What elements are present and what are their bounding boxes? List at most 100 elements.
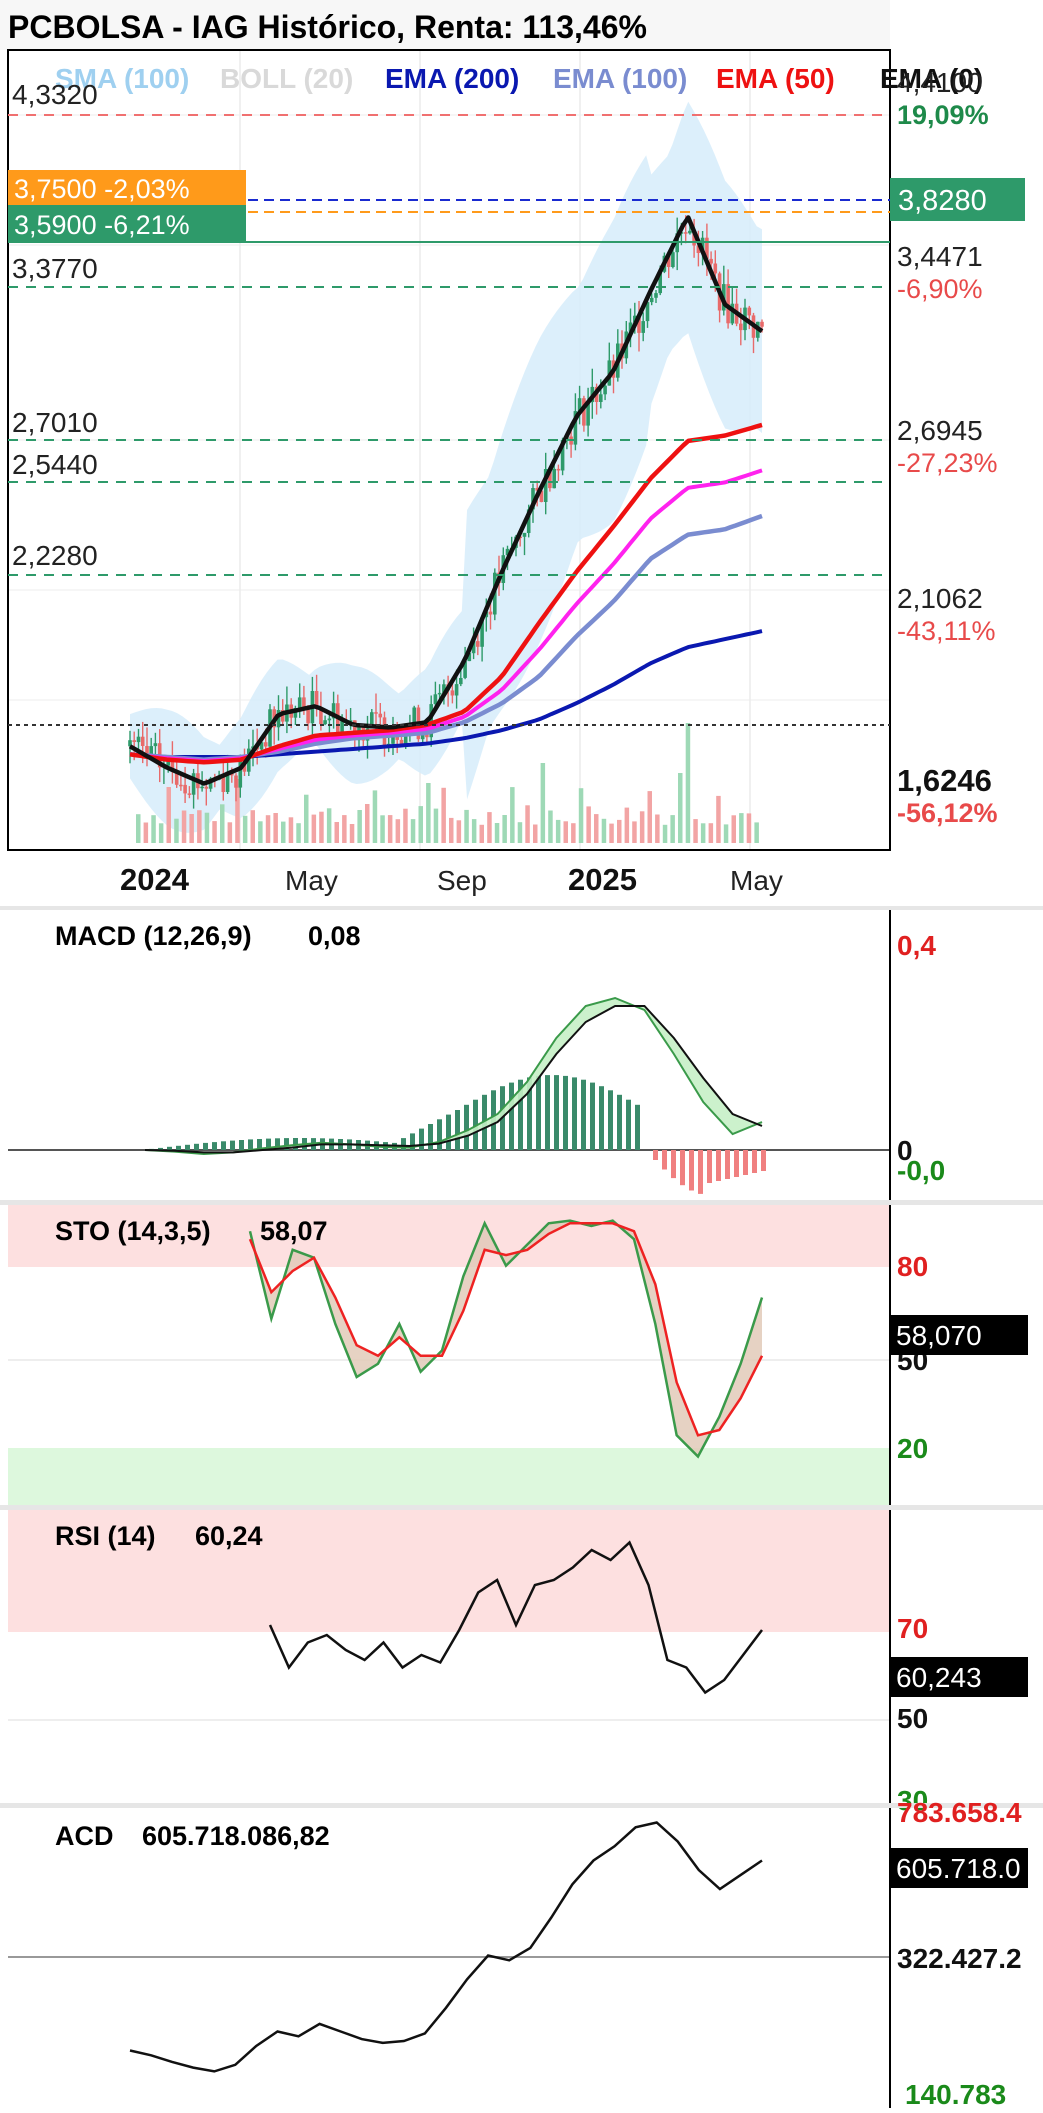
legend-item: EMA (0) [880,63,983,94]
volume-bar [403,808,408,843]
volume-bar [502,815,507,843]
left-price-labels: 4,3320 3,3770 2,7010 2,5440 2,2280 [12,79,98,571]
macd-histogram-bar [527,1077,532,1150]
volume-bar [273,813,278,843]
legend-item: SMA (100) [55,63,189,94]
candle-body [654,293,658,298]
candle-body [323,720,327,725]
volume-bar [594,814,599,843]
time-axis: 2024 May Sep 2025 May [0,862,1043,910]
macd-histogram-bar [464,1104,469,1150]
candle-body [153,743,158,747]
candle-body [480,617,484,647]
macd-histogram-bar [212,1142,217,1150]
volume-bar [372,790,378,843]
candle-body [314,691,319,709]
volume-bar [235,779,240,843]
candle-body [463,661,467,678]
volume-bar [296,823,301,843]
candle-body [200,786,204,789]
sto-axis-label: 20 [897,1433,928,1464]
right-price-pct: -56,12% [897,798,998,828]
acd-label: ACD [55,1821,114,1851]
volume-bar [311,814,317,843]
macd-histogram-bar [194,1143,199,1150]
rsi-axis-label: 50 [897,1703,928,1734]
volume-bar [349,824,355,843]
right-price-label: 2,6945 [897,415,983,446]
candle-body [641,321,645,333]
sto-value: 58,07 [260,1216,328,1246]
volume-bar [586,806,591,843]
macd-label: MACD (12,26,9) [55,921,252,951]
candle-body [633,315,637,323]
time-label: May [285,865,338,896]
macd-histogram-bar [509,1082,514,1150]
sto-k-line [248,1219,764,1459]
left-price-label: 2,2280 [12,540,98,571]
candle-body [739,323,743,331]
volume-bar [708,823,714,843]
volume-bar [540,763,546,843]
candle-body [187,793,192,795]
macd-histogram-bar [455,1110,460,1150]
volume-bar [487,812,492,843]
legend-item: BOLL (20) [220,63,353,94]
volume-bar [563,821,568,843]
volume-bar [723,824,729,843]
macd-histogram-bar [284,1138,289,1150]
right-price-label: 3,4471 [897,241,983,272]
candle-body [412,707,416,725]
moving-averages [128,215,764,786]
volume-bar [601,818,607,843]
acd-line [129,1821,763,2073]
candle-body [319,708,323,725]
candle-body [683,232,688,234]
volume-bar [609,823,614,843]
candle-body [149,746,153,755]
candle-body [348,720,353,722]
candle-body [709,258,713,264]
candle-body [526,509,531,533]
candle-body [522,532,527,537]
candle-body [645,302,650,322]
rsi-panel: RSI (14) 60,24 70 50 30 60,243 [0,1510,1043,1816]
macd-histogram-bar [158,1147,163,1150]
candle-body [696,245,701,253]
macd-histogram-bar [230,1140,235,1150]
rsi-last-value: 60,243 [896,1662,982,1693]
right-price-pct: -43,11% [897,616,996,646]
candle-body [374,712,378,714]
candle-body [467,653,472,662]
candle-body [429,704,433,738]
right-price-pct: 19,09% [897,100,989,130]
macd-histogram-bar [239,1140,244,1150]
candle-body [560,439,565,471]
macd-histogram-bar [698,1150,703,1194]
chart-title: PCBOLSA - IAG Histórico, Renta: 113,46% [8,9,647,45]
volume-bar [449,817,454,843]
time-label: May [730,865,783,896]
candle-body [450,690,455,696]
macd-histogram-bar [518,1079,523,1150]
rsi-label: RSI (14) [55,1521,156,1551]
header-band [0,0,890,50]
volume-bar [220,804,225,843]
sto-axis-label: 80 [897,1251,928,1282]
macd-histogram-bar [752,1150,757,1173]
acd-axis-label: 322.427.2 [897,1943,1022,1974]
candle-body [628,322,633,332]
volume-bar [754,822,759,843]
candle-body [454,684,459,696]
candle-body [145,746,149,755]
candle-body [297,697,302,708]
tag-green-box [8,205,246,242]
volume-bar [250,810,255,843]
candle-body [378,713,383,718]
volume-bar [639,811,645,843]
volume-bar [494,823,500,843]
volume-bar [632,821,637,843]
volume-bar [227,822,233,843]
candle-body [399,739,404,745]
